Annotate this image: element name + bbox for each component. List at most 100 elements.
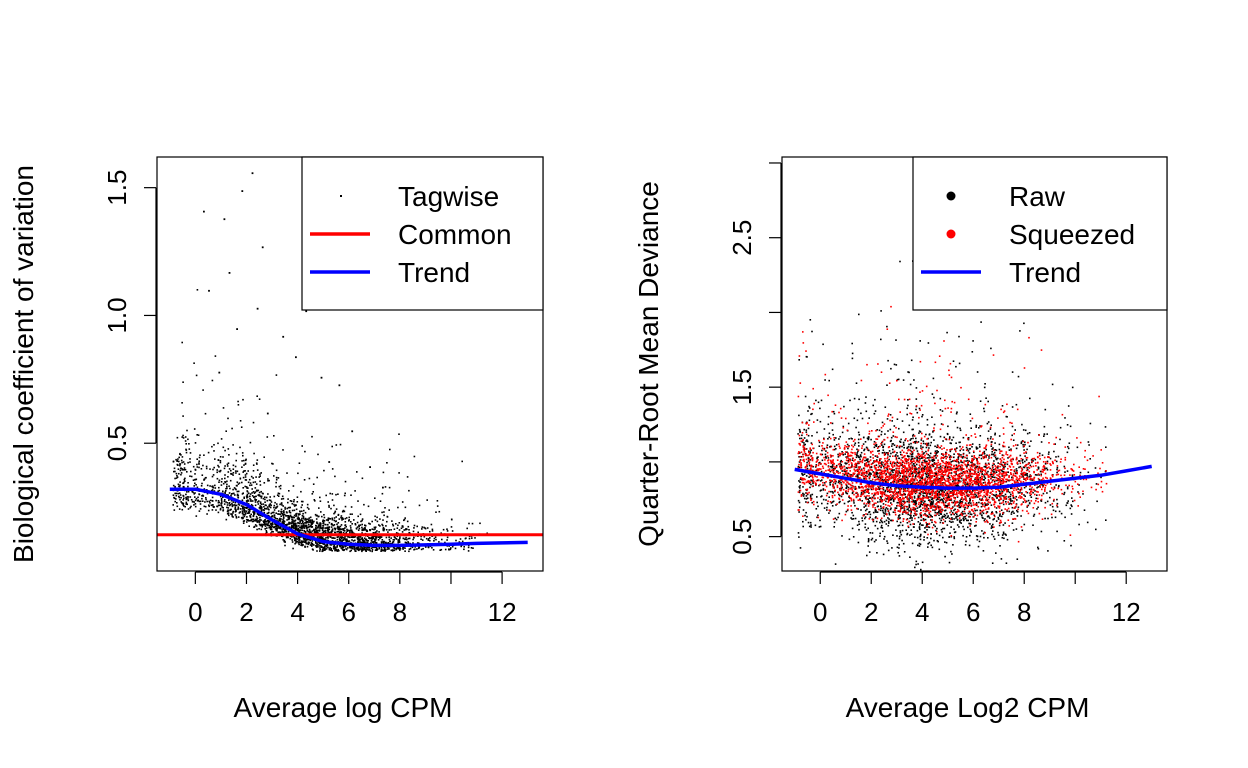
raw-point <box>885 507 888 509</box>
tagwise-point <box>338 530 340 533</box>
tagwise-point <box>398 529 401 531</box>
raw-point <box>901 445 903 448</box>
tagwise-point <box>205 467 208 470</box>
tagwise-point <box>214 487 217 489</box>
tagwise-point <box>329 546 331 549</box>
raw-point <box>939 435 942 438</box>
tagwise-point <box>218 466 220 468</box>
x-tick-label: 0 <box>188 597 202 627</box>
raw-point <box>885 500 887 503</box>
tagwise-point <box>375 536 378 538</box>
raw-point <box>912 435 914 437</box>
raw-point <box>1047 517 1049 520</box>
raw-point <box>891 497 894 499</box>
tagwise-point <box>361 549 364 551</box>
tagwise-point <box>216 471 218 474</box>
tagwise-point <box>225 490 227 492</box>
raw-point <box>1004 493 1007 496</box>
tagwise-point <box>265 523 267 525</box>
raw-point <box>951 439 953 441</box>
tagwise-point <box>224 481 226 483</box>
tagwise-point <box>220 504 223 507</box>
tagwise-point <box>341 519 343 521</box>
raw-point <box>865 470 868 473</box>
raw-point <box>867 498 869 500</box>
raw-point <box>819 525 822 528</box>
tagwise-point <box>287 515 290 517</box>
raw-point <box>930 496 932 499</box>
tagwise-point <box>255 520 258 522</box>
raw-point <box>952 480 954 483</box>
tagwise-point <box>373 526 376 529</box>
tagwise-point <box>388 509 390 511</box>
tagwise-point <box>479 522 481 525</box>
tagwise-point <box>301 544 303 547</box>
raw-point <box>936 533 938 535</box>
raw-point <box>930 533 932 535</box>
raw-point <box>909 523 912 526</box>
tagwise-point <box>370 547 373 549</box>
tagwise-point <box>246 487 248 489</box>
raw-point <box>1015 447 1018 450</box>
tagwise-point <box>212 485 214 487</box>
tagwise-point <box>350 494 352 496</box>
tagwise-point <box>283 517 285 519</box>
raw-point <box>1017 375 1020 378</box>
raw-point <box>901 507 903 509</box>
raw-point <box>1022 458 1024 461</box>
tagwise-point <box>376 520 379 523</box>
raw-point <box>798 466 801 469</box>
raw-point <box>1017 492 1020 494</box>
tagwise-point <box>232 474 234 476</box>
tagwise-point <box>249 510 251 512</box>
raw-point <box>889 462 892 465</box>
raw-point <box>916 468 918 470</box>
tagwise-point <box>188 448 191 450</box>
tagwise-point <box>270 523 273 525</box>
tagwise-point <box>373 542 375 545</box>
raw-point <box>919 523 921 526</box>
raw-point <box>923 459 926 462</box>
raw-point <box>835 464 838 467</box>
tagwise-point <box>309 530 311 532</box>
raw-point <box>820 489 822 491</box>
tagwise-point <box>275 478 278 481</box>
raw-point <box>927 463 930 465</box>
raw-point <box>873 441 876 443</box>
raw-point <box>1029 494 1032 497</box>
tagwise-point <box>349 530 351 533</box>
raw-point <box>1066 470 1069 472</box>
tagwise-point <box>282 521 285 524</box>
raw-point <box>1011 476 1013 479</box>
tagwise-point <box>192 465 195 468</box>
tagwise-point <box>287 523 290 525</box>
raw-point <box>944 520 946 523</box>
tagwise-point <box>316 521 318 523</box>
raw-point <box>1021 468 1024 471</box>
tagwise-point <box>228 514 230 517</box>
raw-point <box>876 429 878 431</box>
raw-point <box>1016 515 1019 517</box>
raw-point <box>895 454 897 456</box>
tagwise-point <box>199 508 202 510</box>
raw-point <box>1069 425 1072 428</box>
raw-point <box>923 468 926 471</box>
tagwise-point <box>179 481 181 483</box>
tagwise-point <box>317 535 319 538</box>
raw-point <box>991 450 993 453</box>
tagwise-point <box>295 504 297 507</box>
raw-point <box>881 461 883 463</box>
raw-point <box>861 472 863 474</box>
tagwise-point <box>339 528 341 530</box>
tagwise-point <box>253 492 256 494</box>
raw-point <box>1049 457 1052 460</box>
tagwise-point <box>408 489 410 492</box>
raw-point <box>846 492 849 495</box>
raw-point <box>1045 467 1048 470</box>
tagwise-point <box>349 546 351 549</box>
raw-point <box>1043 433 1046 435</box>
tagwise-point <box>258 398 261 400</box>
tagwise-point <box>181 502 183 504</box>
tagwise-point <box>293 499 295 501</box>
